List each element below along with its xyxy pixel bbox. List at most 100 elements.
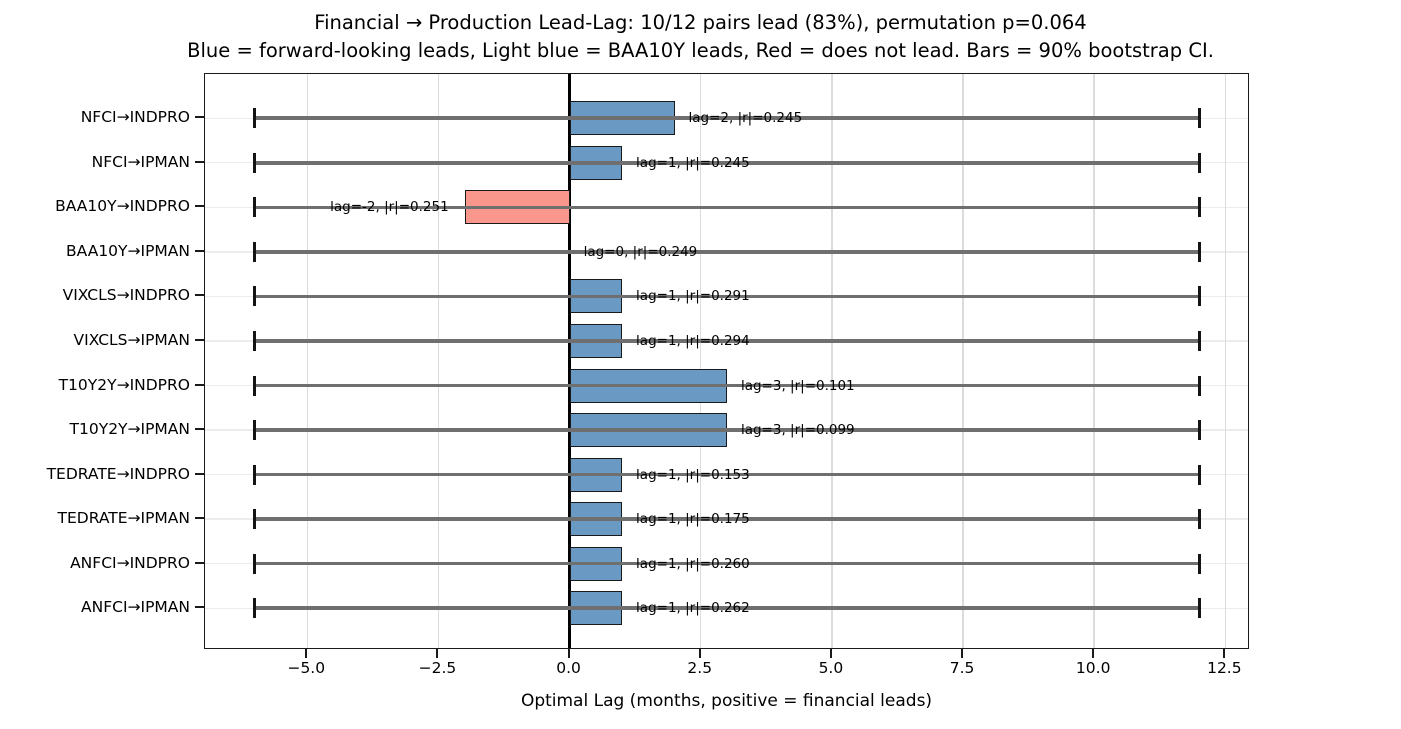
- ci-cap-right: [1197, 464, 1201, 485]
- x-tick-label: 2.5: [687, 659, 713, 677]
- ci-cap-left: [253, 108, 257, 129]
- y-tick-label: T10Y2Y→INDPRO: [58, 375, 190, 394]
- ci-whisker: [254, 517, 1200, 521]
- x-tick-label: 0.0: [556, 659, 581, 677]
- ci-cap-left: [253, 375, 257, 396]
- ci-whisker: [254, 294, 1200, 299]
- x-tick-mark: [305, 649, 308, 658]
- ci-cap-left: [253, 598, 257, 619]
- x-tick-mark: [698, 649, 701, 658]
- ci-cap-right: [1197, 598, 1201, 619]
- ci-cap-right: [1197, 108, 1201, 129]
- ci-cap-left: [253, 241, 257, 262]
- x-tick-mark: [1223, 649, 1226, 658]
- ci-cap-left: [253, 286, 257, 307]
- ci-cap-left: [253, 330, 257, 351]
- x-tick-mark: [1092, 649, 1095, 658]
- bar-label: lag=-2, |r|=0.251: [330, 199, 449, 216]
- y-tick-label: T10Y2Y→IPMAN: [69, 420, 190, 439]
- zero-reference-line: [568, 74, 571, 648]
- bar-label: lag=1, |r|=0.260: [636, 555, 750, 572]
- ci-cap-left: [253, 509, 257, 530]
- grid-line-vertical: [831, 74, 833, 648]
- ci-whisker: [254, 428, 1200, 432]
- grid-line-vertical: [306, 74, 308, 648]
- y-tick-label: VIXCLS→IPMAN: [73, 330, 190, 349]
- bar-label: lag=0, |r|=0.249: [583, 243, 698, 260]
- bar-label: lag=1, |r|=0.262: [636, 600, 750, 617]
- ci-cap-right: [1197, 197, 1201, 218]
- y-tick-label: BAA10Y→IPMAN: [66, 241, 190, 260]
- chart-title-line2: Blue = forward-looking leads, Light blue…: [187, 39, 1214, 62]
- x-tick-label: 10.0: [1075, 659, 1111, 677]
- y-tick-mark: [195, 116, 204, 119]
- grid-line-vertical: [962, 74, 964, 648]
- y-tick-label: BAA10Y→INDPRO: [55, 197, 190, 216]
- bar-label: lag=1, |r|=0.294: [636, 332, 750, 349]
- y-tick-mark: [195, 249, 204, 252]
- ci-cap-right: [1197, 420, 1201, 441]
- grid-line-vertical: [437, 74, 440, 648]
- bar-label: lag=3, |r|=0.099: [740, 422, 855, 439]
- bar-label: lag=3, |r|=0.101: [740, 377, 855, 394]
- x-axis-label: Optimal Lag (months, positive = financia…: [520, 691, 933, 711]
- x-tick-label: 5.0: [818, 659, 844, 677]
- y-tick-label: NFCI→INDPRO: [80, 108, 190, 127]
- y-tick-label: TEDRATE→INDPRO: [46, 464, 190, 483]
- ci-whisker: [254, 472, 1200, 477]
- ci-whisker: [254, 205, 1200, 210]
- grid-line-vertical: [1093, 74, 1095, 648]
- y-tick-mark: [195, 561, 204, 564]
- ci-cap-left: [253, 420, 257, 441]
- y-tick-mark: [195, 428, 204, 431]
- x-tick-label: 7.5: [949, 659, 975, 677]
- x-tick-mark: [961, 649, 964, 658]
- ci-cap-left: [253, 553, 257, 574]
- chart-title-line1: Financial → Production Lead-Lag: 10/12 p…: [314, 11, 1087, 34]
- y-tick-mark: [195, 606, 204, 609]
- x-tick-mark: [436, 649, 439, 658]
- ci-cap-right: [1197, 330, 1201, 351]
- bar-label: lag=1, |r|=0.291: [636, 288, 750, 305]
- y-tick-label: ANFCI→IPMAN: [81, 598, 190, 617]
- y-tick-mark: [195, 472, 204, 475]
- x-tick-label: 12.5: [1207, 659, 1242, 677]
- ci-cap-right: [1197, 375, 1201, 396]
- y-tick-mark: [195, 383, 204, 386]
- ci-cap-right: [1197, 553, 1201, 574]
- y-tick-mark: [195, 517, 204, 520]
- ci-cap-left: [253, 197, 257, 218]
- y-tick-label: ANFCI→INDPRO: [70, 553, 190, 572]
- y-tick-mark: [195, 338, 204, 341]
- bar-label: lag=1, |r|=0.175: [636, 511, 750, 528]
- ci-cap-left: [253, 152, 257, 173]
- ci-whisker: [254, 116, 1200, 120]
- plot-area: lag=2, |r|=0.245 lag=1, |r|=0.245 lag=-2, …: [204, 73, 1249, 649]
- ci-whisker: [254, 339, 1200, 343]
- grid-line-vertical: [1224, 74, 1227, 648]
- ci-cap-right: [1197, 509, 1201, 530]
- x-tick-mark: [567, 649, 570, 658]
- ci-cap-right: [1197, 286, 1201, 307]
- ci-whisker: [254, 160, 1200, 165]
- y-tick-label: VIXCLS→INDPRO: [62, 286, 190, 305]
- ci-cap-right: [1197, 152, 1201, 173]
- y-tick-label: NFCI→IPMAN: [91, 152, 190, 171]
- ci-whisker: [254, 250, 1200, 254]
- bar-label: lag=1, |r|=0.153: [636, 466, 750, 483]
- ci-whisker: [254, 561, 1200, 566]
- bar-label: lag=1, |r|=0.245: [636, 154, 750, 171]
- x-tick-label: −5.0: [287, 659, 326, 677]
- grid-line-vertical: [700, 74, 702, 648]
- y-tick-mark: [195, 160, 204, 163]
- y-tick-mark: [195, 294, 204, 297]
- y-tick-mark: [195, 205, 204, 208]
- x-tick-mark: [829, 649, 832, 658]
- ci-whisker: [254, 383, 1200, 388]
- ci-cap-left: [253, 464, 257, 485]
- x-tick-label: −2.5: [418, 659, 457, 677]
- chart-title: Financial → Production Lead-Lag: 10/12 p…: [0, 9, 1401, 65]
- ci-cap-right: [1197, 241, 1201, 262]
- bar-label: lag=2, |r|=0.245: [688, 110, 803, 127]
